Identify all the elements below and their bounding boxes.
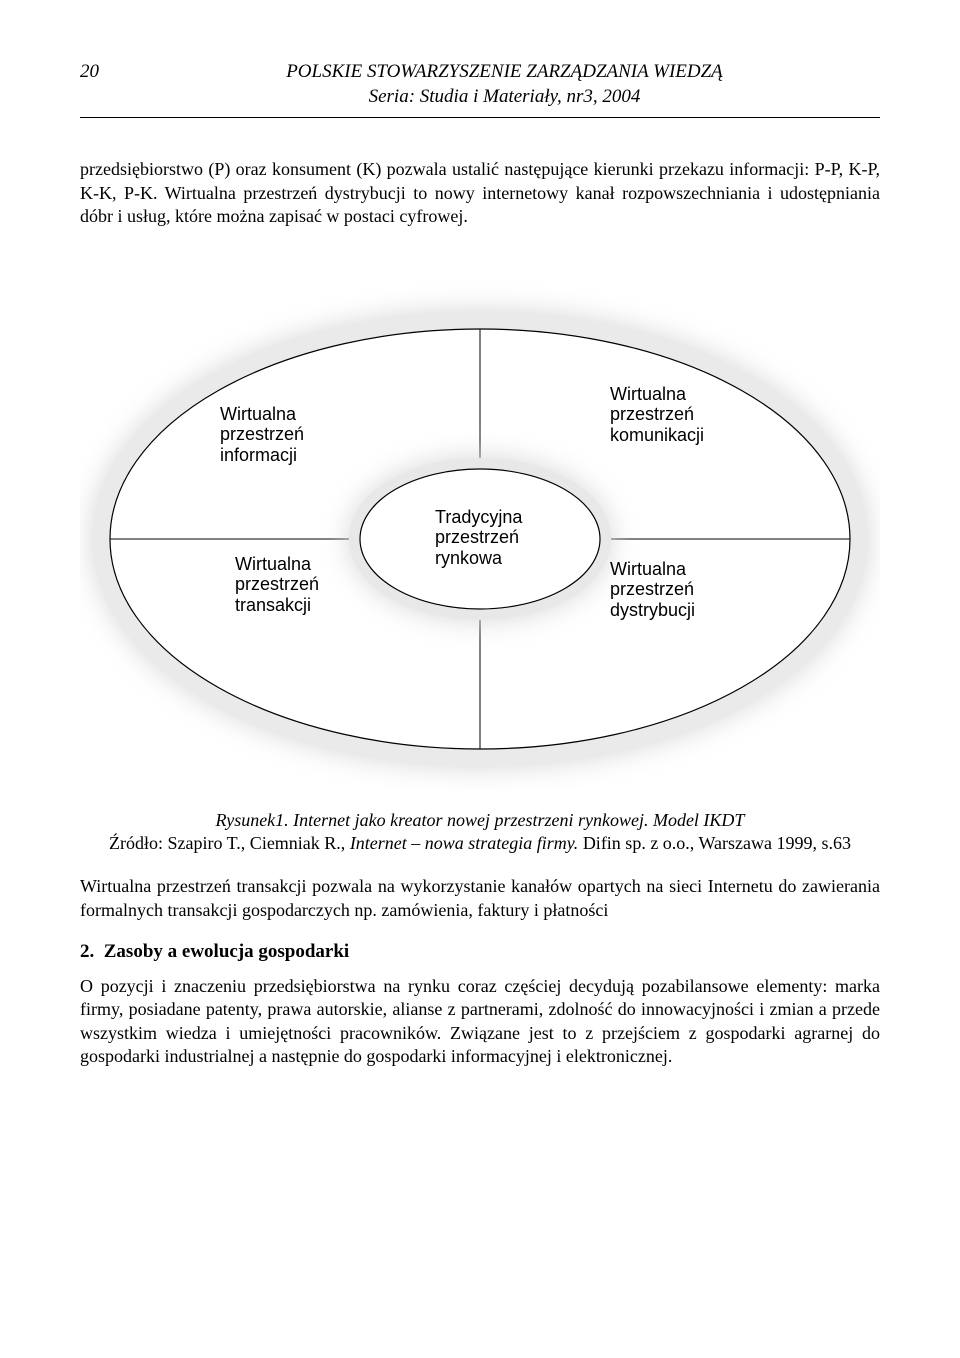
label-line: przestrzeń (435, 527, 519, 547)
label-center: Tradycyjna przestrzeń rynkowa (435, 507, 522, 569)
paragraph-4: O pozycji i znaczeniu przedsiębiorstwa n… (80, 975, 880, 1069)
label-top-left: Wirtualna przestrzeń informacji (220, 404, 304, 466)
label-bottom-left: Wirtualna przestrzeń transakcji (235, 554, 319, 616)
label-line: transakcji (235, 595, 311, 615)
header-rule (80, 117, 880, 118)
label-top-right: Wirtualna przestrzeń komunikacji (610, 384, 704, 446)
figure-ikdt-diagram: Wirtualna przestrzeń informacji Wirtualn… (80, 249, 880, 789)
label-line: przestrzeń (610, 579, 694, 599)
label-line: informacji (220, 445, 297, 465)
page-number: 20 (80, 60, 129, 85)
caption-line1: Rysunek1. Internet jako kreator nowej pr… (216, 810, 745, 830)
label-line: przestrzeń (610, 404, 694, 424)
header-title-line1: POLSKIE STOWARZYSZENIE ZARZĄDZANIA WIEDZ… (129, 60, 880, 85)
section-heading: 2. Zasoby a ewolucja gospodarki (80, 940, 880, 965)
label-line: Wirtualna (610, 384, 686, 404)
label-line: dystrybucji (610, 600, 695, 620)
figure-caption: Rysunek1. Internet jako kreator nowej pr… (80, 809, 880, 856)
label-line: przestrzeń (235, 574, 319, 594)
label-line: Wirtualna (610, 559, 686, 579)
paragraph-3: Wirtualna przestrzeń transakcji pozwala … (80, 875, 880, 922)
label-line: Wirtualna (235, 554, 311, 574)
label-line: komunikacji (610, 425, 704, 445)
label-line: Tradycyjna (435, 507, 522, 527)
caption-source-italic: Internet – nowa strategia firmy. (350, 833, 579, 853)
caption-source-suffix: Difin sp. z o.o., Warszawa 1999, s.63 (578, 833, 851, 853)
header-title: POLSKIE STOWARZYSZENIE ZARZĄDZANIA WIEDZ… (129, 60, 880, 109)
label-line: rynkowa (435, 548, 502, 568)
label-line: Wirtualna (220, 404, 296, 424)
caption-source-prefix: Źródło: Szapiro T., Ciemniak R., (109, 833, 350, 853)
label-line: przestrzeń (220, 424, 304, 444)
label-bottom-right: Wirtualna przestrzeń dystrybucji (610, 559, 695, 621)
running-header: 20 POLSKIE STOWARZYSZENIE ZARZĄDZANIA WI… (80, 60, 880, 109)
paragraph-1: przedsiębiorstwo (P) oraz konsument (K) … (80, 158, 880, 228)
header-title-line2: Seria: Studia i Materiały, nr3, 2004 (129, 85, 880, 110)
